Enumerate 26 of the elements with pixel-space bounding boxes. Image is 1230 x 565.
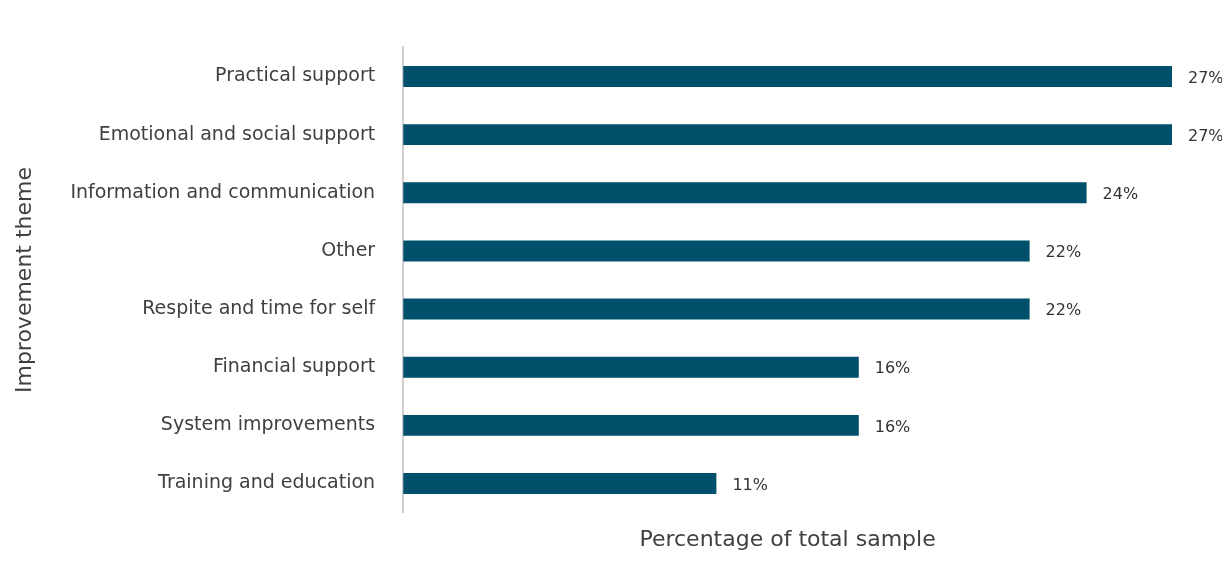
bar xyxy=(403,182,1087,204)
y-tick-label: Respite and time for self xyxy=(142,296,377,319)
y-tick-label: Practical support xyxy=(215,63,376,86)
y-tick-label: Emotional and social support xyxy=(98,121,376,144)
bar xyxy=(403,473,717,494)
y-axis-title: Improvement theme xyxy=(10,166,36,394)
data-label: 16% xyxy=(874,416,911,436)
bar xyxy=(403,298,1030,320)
bar xyxy=(403,240,1030,262)
x-axis-title: Percentage of total sample xyxy=(639,525,936,551)
bar xyxy=(403,66,1172,87)
y-tick-label: System improvements xyxy=(160,412,376,435)
bar xyxy=(403,356,859,378)
y-tick-label: Information and communication xyxy=(70,179,376,202)
data-label: 22% xyxy=(1045,300,1082,320)
data-label: 24% xyxy=(1102,183,1139,203)
bar xyxy=(403,124,1172,146)
data-label: 16% xyxy=(874,358,911,378)
bar xyxy=(403,414,859,436)
data-label: 22% xyxy=(1045,242,1082,262)
data-label: 27% xyxy=(1188,125,1224,145)
data-label: 27% xyxy=(1188,67,1224,87)
y-tick-label: Other xyxy=(321,237,376,260)
data-label: 11% xyxy=(732,474,768,494)
y-tick-label: Training and education xyxy=(157,470,376,493)
y-tick-label: Financial support xyxy=(212,354,376,377)
